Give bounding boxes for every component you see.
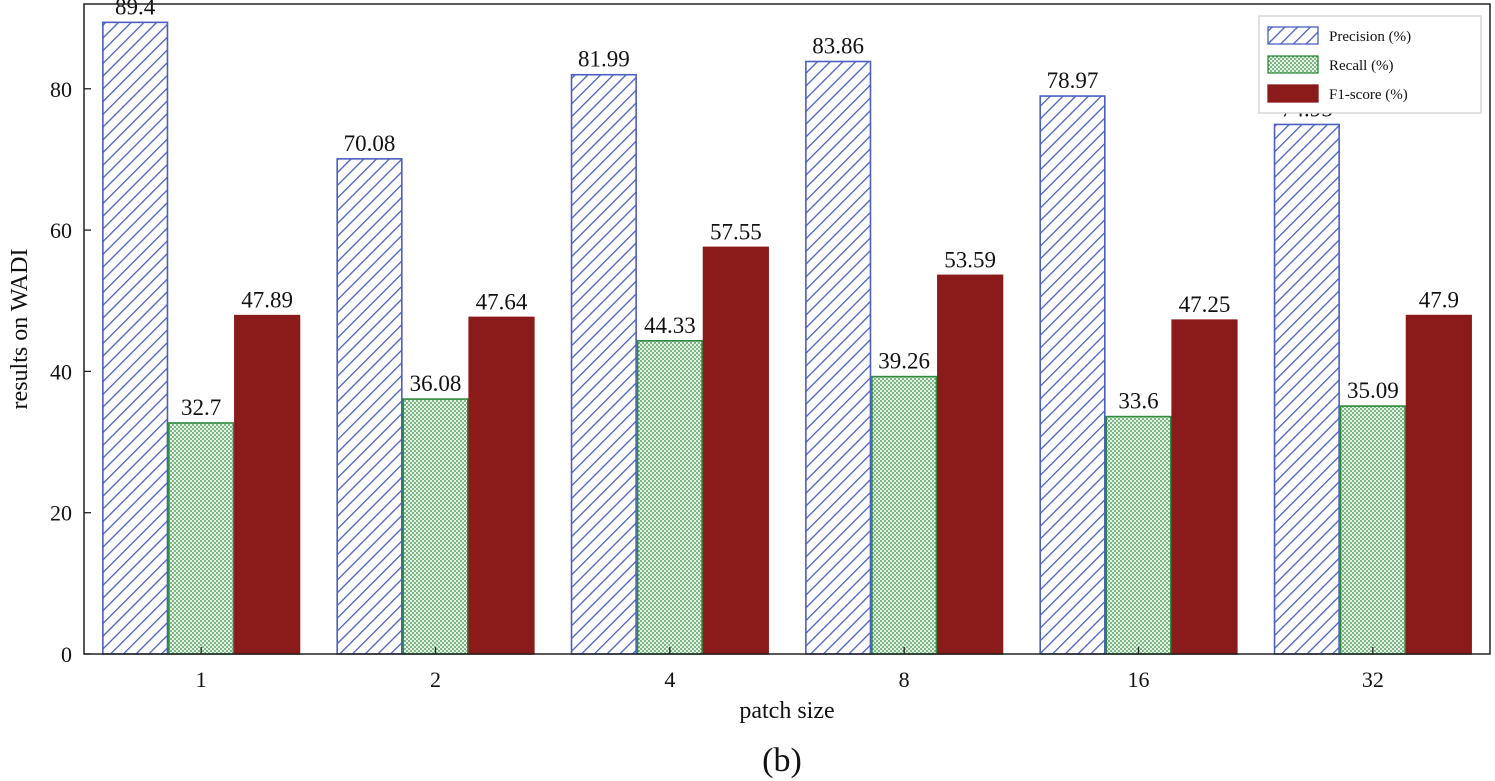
value-label: 70.08 [344, 131, 396, 156]
value-label: 35.09 [1347, 378, 1399, 403]
bar-recall-1 [168, 422, 235, 655]
legend-label: Recall (%) [1329, 58, 1394, 74]
x-tick-label: 32 [1362, 667, 1384, 692]
bar-precision-8 [805, 60, 872, 655]
value-label: 47.25 [1179, 292, 1231, 317]
value-label: 81.99 [578, 47, 630, 72]
bar-precision-32 [1273, 123, 1340, 655]
bar-recall-2 [402, 398, 469, 655]
value-label: 44.33 [644, 313, 696, 338]
x-tick-label: 16 [1128, 667, 1150, 692]
y-tick-label: 0 [61, 642, 72, 667]
y-tick-label: 80 [50, 77, 72, 102]
x-tick-label: 8 [899, 667, 910, 692]
y-axis-label: results on WADI [7, 249, 33, 410]
bar-recall-4 [636, 339, 703, 655]
bar-precision-16 [1039, 95, 1106, 655]
x-tick-label: 1 [196, 667, 207, 692]
legend-swatch [1267, 26, 1319, 45]
bar-recall-16 [1105, 415, 1172, 655]
value-label: 47.64 [476, 289, 528, 314]
bar-f1-score-4 [702, 246, 769, 655]
value-label: 53.59 [944, 247, 996, 272]
bar-precision-4 [570, 73, 637, 655]
axes-layer: 1 2 4 8 16 32 0 20 40 60 80 [50, 77, 1384, 692]
legend-swatch [1267, 55, 1319, 74]
bar-precision-2 [336, 158, 403, 655]
x-axis-label: patch size [739, 698, 834, 724]
legend-label: F1-score (%) [1329, 87, 1408, 103]
value-labels-layer: 89.4 32.7 47.89 70.08 36.08 47.64 81.99 44.33 57… [115, 0, 1459, 420]
x-tick-label: 2 [430, 667, 441, 692]
bar-f1-score-8 [937, 274, 1004, 655]
value-label: 36.08 [410, 371, 462, 396]
bar-recall-8 [871, 375, 938, 655]
bars-layer [102, 21, 1472, 655]
x-tick-label: 4 [664, 667, 675, 692]
legend: Precision (%) Recall (%) F1-score (%) [1258, 15, 1482, 114]
y-tick-label: 60 [50, 218, 72, 243]
bar-f1-score-32 [1405, 314, 1472, 655]
y-tick-label: 40 [50, 359, 72, 384]
value-label: 78.97 [1047, 68, 1099, 93]
bar-f1-score-2 [468, 316, 535, 655]
value-label: 47.89 [241, 288, 293, 313]
value-label: 39.26 [878, 349, 930, 374]
bar-f1-score-1 [234, 314, 301, 655]
figure-caption: (b) [762, 742, 802, 779]
value-label: 47.9 [1419, 288, 1459, 313]
value-label: 57.55 [710, 219, 762, 244]
bar-f1-score-16 [1171, 319, 1238, 655]
plot-frame [83, 3, 1491, 655]
value-label: 89.4 [115, 0, 156, 19]
legend-label: Precision (%) [1329, 29, 1411, 45]
value-label: 83.86 [812, 34, 864, 59]
legend-swatch [1267, 84, 1319, 103]
value-label: 33.6 [1118, 389, 1158, 414]
bar-precision-1 [102, 21, 169, 655]
value-label: 32.7 [181, 395, 221, 420]
bar-recall-32 [1339, 405, 1406, 655]
y-tick-label: 20 [50, 501, 72, 526]
